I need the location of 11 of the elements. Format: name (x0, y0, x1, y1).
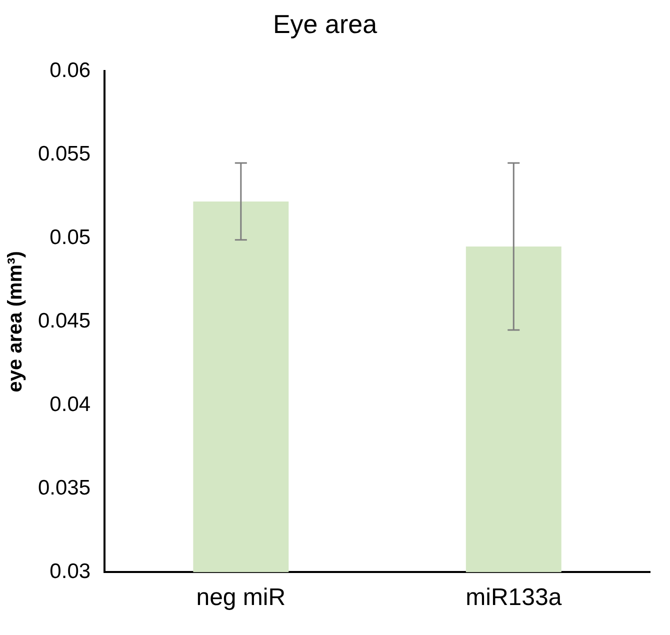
y-tick-label: 0.03 (50, 560, 91, 583)
y-tick-label: 0.05 (50, 226, 91, 249)
y-tick-label: 0.04 (50, 392, 91, 416)
y-axis-title: eye area (mm³) (4, 251, 27, 392)
y-tick-label: 0.045 (38, 309, 91, 332)
chart-title: Eye area (272, 8, 378, 39)
y-tick-label: 0.055 (38, 142, 91, 166)
x-tick-label: neg miR (196, 584, 286, 612)
y-tick-label: 0.035 (38, 476, 91, 500)
x-tick-label: miR133a (466, 584, 562, 612)
y-tick-label: 0.06 (50, 58, 91, 82)
